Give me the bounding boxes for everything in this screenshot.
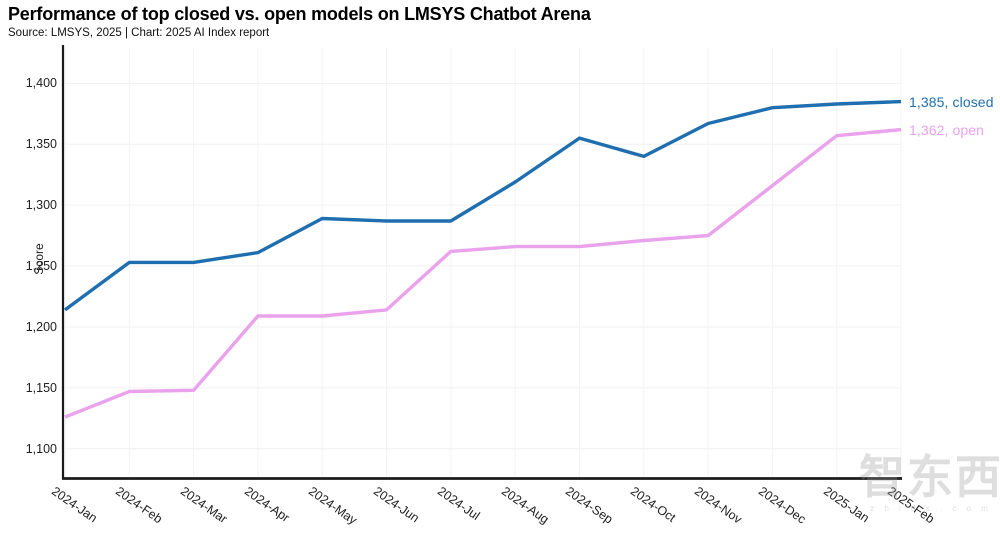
open-series-line <box>64 127 902 419</box>
y-tick-label: 1,350 <box>25 137 57 152</box>
y-tick-label: 1,200 <box>25 319 57 334</box>
closed-series-end-label: 1,385, closed <box>909 93 994 110</box>
chart-title: Performance of top closed vs. open model… <box>8 4 591 24</box>
open-series-end-label: 1,362, open <box>909 121 985 138</box>
closed-series-line <box>63 99 902 312</box>
y-tick-label: 1,100 <box>25 441 57 456</box>
chart-source-note: Source: LMSYS, 2025 | Chart: 2025 AI Ind… <box>8 27 270 39</box>
y-tick-label: 1,400 <box>25 76 57 91</box>
y-tick-label: 1,250 <box>25 259 57 274</box>
y-tick-label: 1,300 <box>25 198 57 213</box>
y-tick-label: 1,150 <box>25 380 57 395</box>
